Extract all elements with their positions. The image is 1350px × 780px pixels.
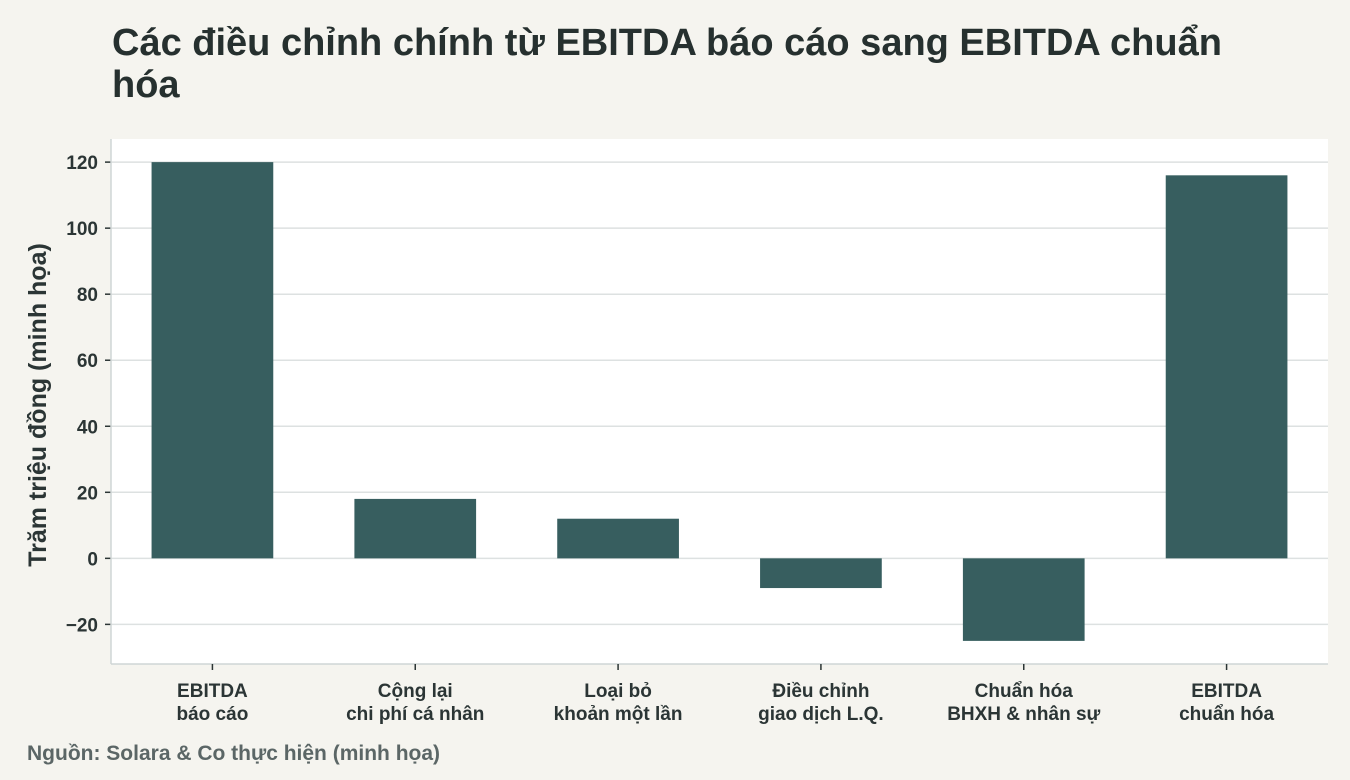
y-tick-label: 100	[66, 219, 98, 240]
chart-title: Các điều chỉnh chính từ EBITDA báo cáo s…	[112, 22, 1222, 106]
y-tick-label: 120	[66, 153, 98, 174]
source-note: Nguồn: Solara & Co thực hiện (minh họa)	[27, 742, 441, 765]
bar	[557, 518, 679, 559]
x-tick-label: EBITDA chuẩn hóa	[1179, 681, 1274, 725]
y-tick-labels: −20 0 20 40 60 80 100 120	[66, 153, 111, 636]
axes	[110, 139, 1328, 665]
y-tick-label: 80	[77, 285, 98, 306]
y-tick-label: 0	[87, 549, 98, 570]
y-axis-title: Trăm triệu đồng (minh họa)	[24, 243, 52, 567]
bar	[760, 558, 882, 589]
bar	[1165, 175, 1288, 559]
bar	[962, 558, 1085, 641]
x-tick-label: EBITDA báo cáo	[177, 681, 249, 725]
bar	[354, 498, 477, 559]
gridlines	[111, 161, 1328, 626]
plot-background	[111, 139, 1328, 664]
x-tick-labels: EBITDA báo cáo Cộng lại chi phí cá nhân Loại…	[177, 664, 1275, 725]
x-tick-label: Loại bỏ khoản một lần	[554, 681, 683, 725]
y-tick-label: 60	[77, 351, 98, 372]
y-tick-label: 20	[77, 483, 98, 504]
x-tick-label: Chuẩn hóa BHXH & nhân sự	[947, 681, 1100, 725]
x-tick-label: Cộng lại chi phí cá nhân	[346, 681, 484, 725]
bars	[151, 162, 1288, 641]
y-tick-label: 40	[77, 417, 98, 438]
x-tick-label: Điều chỉnh giao dịch L.Q.	[758, 681, 884, 725]
y-tick-label: −20	[66, 615, 98, 636]
bar	[151, 162, 274, 559]
